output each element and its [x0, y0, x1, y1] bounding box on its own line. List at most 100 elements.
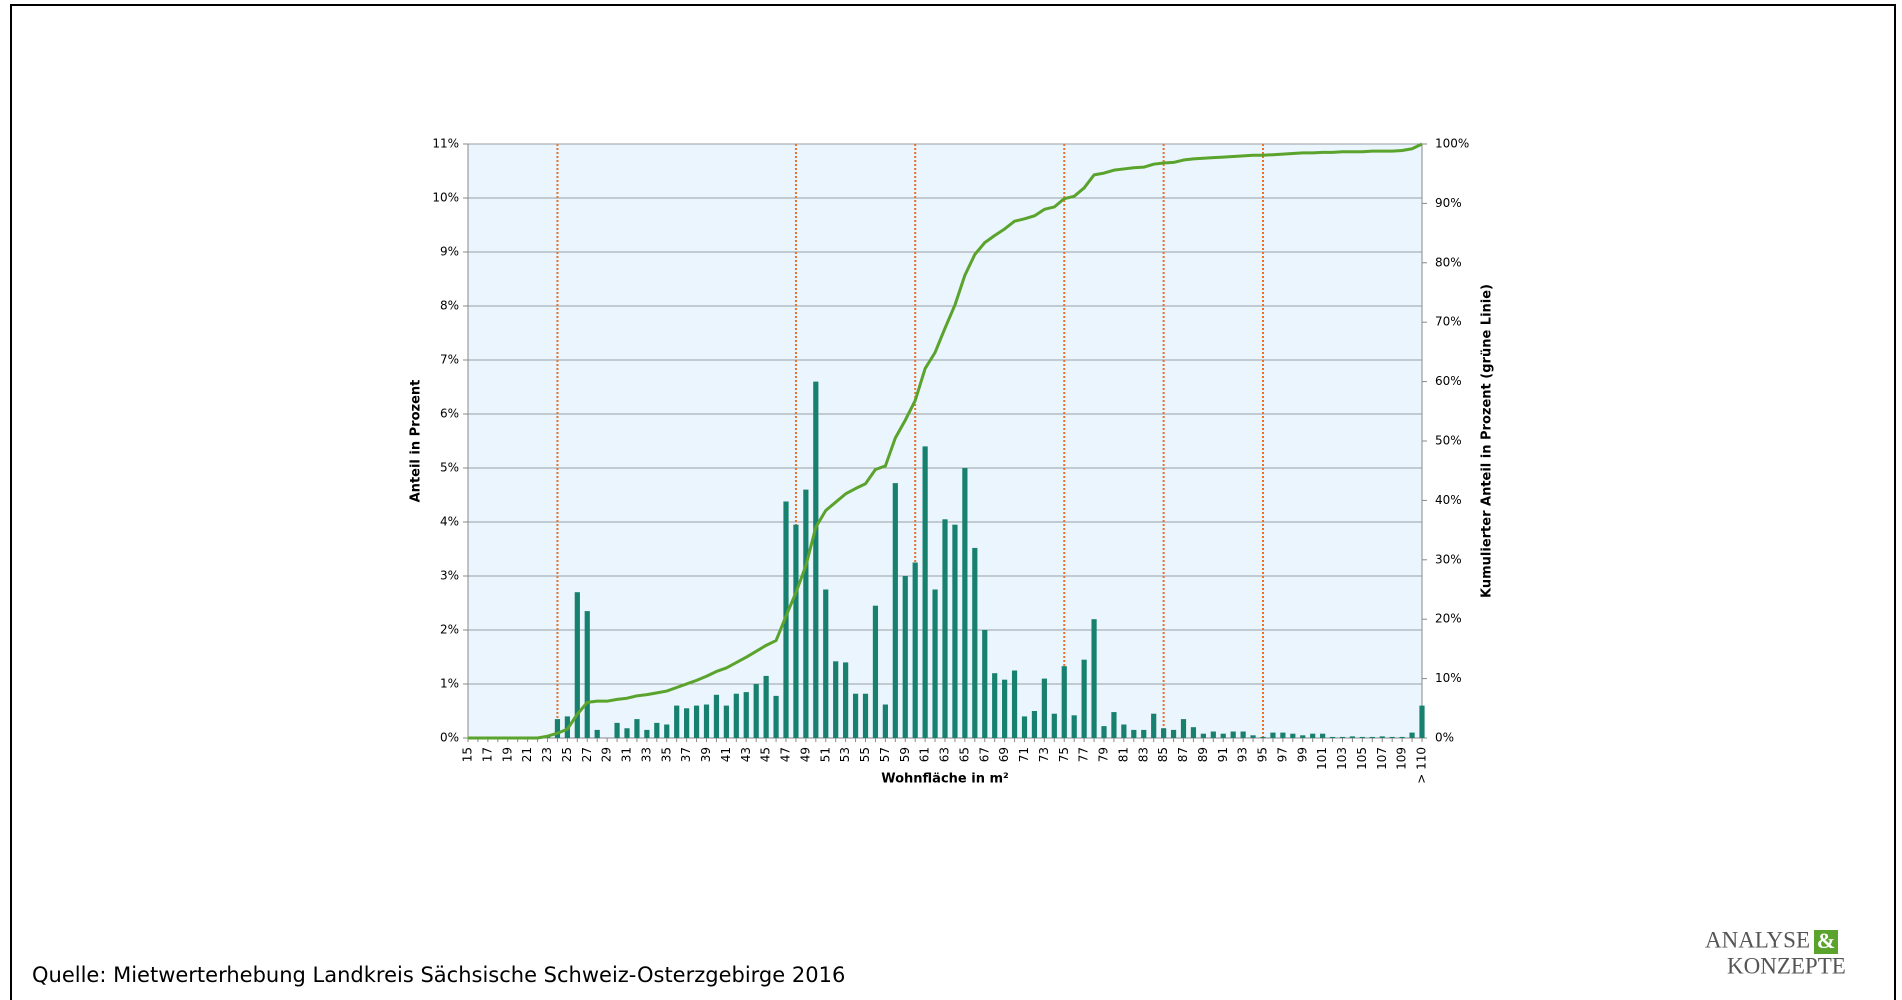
- bar: [1121, 724, 1127, 738]
- bar: [932, 589, 938, 738]
- y2-tick-label: 70%: [1435, 315, 1462, 329]
- bar: [793, 524, 799, 738]
- bar: [664, 724, 670, 738]
- x-tick-label: 81: [1116, 747, 1130, 762]
- bar: [703, 704, 710, 738]
- cumulative-line: [468, 142, 1423, 740]
- x-tick-label: 73: [1037, 747, 1051, 762]
- bar: [972, 547, 978, 738]
- bar: [902, 576, 908, 738]
- y-tick-label: 7%: [440, 353, 459, 367]
- bar: [823, 589, 829, 738]
- x-tick-label: 77: [1077, 747, 1091, 762]
- frame: [10, 4, 1896, 1000]
- bar: [644, 729, 650, 738]
- x-tick-label: 83: [1136, 747, 1150, 762]
- y-tick-label: 2%: [440, 623, 459, 637]
- bar: [1349, 736, 1356, 738]
- bar: [634, 719, 640, 738]
- bar: [1310, 733, 1316, 738]
- x-tick-label: 39: [699, 747, 713, 762]
- bar: [1061, 666, 1067, 738]
- x-axis-title: Wohnfläche in m²: [881, 772, 1009, 787]
- x-tick-label: 87: [1176, 747, 1190, 762]
- bar: [1141, 729, 1147, 738]
- bar: [1180, 719, 1187, 738]
- bar: [1320, 733, 1326, 738]
- bar: [833, 661, 839, 738]
- x-tick-label: 25: [560, 747, 574, 762]
- x-tick-label: 59: [898, 747, 912, 762]
- bar: [992, 673, 998, 738]
- x-tick-label: 33: [639, 747, 653, 762]
- bar: [1230, 731, 1236, 738]
- bar: [654, 722, 660, 738]
- bar: [1419, 705, 1425, 738]
- bar: [1399, 736, 1405, 738]
- x-tick-label: 61: [918, 747, 932, 762]
- x-tick-label: 69: [997, 747, 1011, 762]
- logo-box: [1814, 930, 1838, 954]
- bar: [962, 468, 968, 738]
- x-tick-label: 65: [957, 747, 971, 762]
- bar: [1270, 732, 1276, 738]
- x-tick-label: 79: [1097, 747, 1111, 762]
- bar: [1151, 713, 1157, 738]
- bar: [674, 705, 680, 738]
- x-tick-label: 103: [1335, 747, 1349, 770]
- bar: [803, 489, 809, 738]
- bar: [594, 729, 600, 738]
- bar: [684, 708, 690, 738]
- x-tick-label: 85: [1156, 747, 1170, 762]
- bar: [942, 519, 948, 738]
- bar: [1081, 659, 1087, 738]
- x-tick-label: 109: [1395, 747, 1409, 770]
- bar: [1091, 619, 1097, 738]
- bar: [1111, 712, 1117, 738]
- bar: [1131, 729, 1137, 738]
- bar: [743, 692, 749, 738]
- bar: [892, 483, 898, 738]
- bar: [554, 719, 561, 738]
- x-tick-label: 35: [659, 747, 673, 762]
- x-tick-label: 89: [1196, 747, 1210, 762]
- x-tick-label: 101: [1315, 747, 1329, 770]
- logo-amp: &: [1817, 928, 1835, 953]
- bar: [912, 562, 918, 738]
- bar: [733, 693, 739, 738]
- bar: [882, 704, 888, 738]
- x-tick-label: 91: [1216, 747, 1230, 762]
- bar: [1210, 731, 1216, 738]
- bar: [1409, 732, 1415, 738]
- bar: [574, 592, 580, 738]
- y-tick-label: 6%: [440, 407, 459, 421]
- y2-tick-label: 80%: [1435, 255, 1462, 269]
- y2-axis-title: Kumulierter Anteil in Prozent (grüne Lin…: [1480, 284, 1495, 598]
- bar: [1071, 715, 1077, 738]
- y-tick-label: 10%: [432, 191, 459, 205]
- y2-tick-label: 30%: [1435, 552, 1462, 566]
- x-tick-label: 31: [620, 747, 634, 762]
- x-tick-label: > 110: [1415, 747, 1429, 784]
- bar: [982, 630, 988, 738]
- bar: [862, 693, 869, 738]
- bar: [1240, 731, 1246, 738]
- y2-tick-label: 100%: [1435, 137, 1469, 151]
- y2-tick-label: 0%: [1435, 731, 1454, 745]
- x-tick-label: 95: [1256, 747, 1270, 762]
- y-tick-label: 0%: [440, 731, 459, 745]
- bar: [1170, 729, 1177, 738]
- y-tick-label: 3%: [440, 569, 459, 583]
- bar: [1101, 726, 1107, 738]
- bar: [584, 611, 590, 738]
- bar: [693, 705, 700, 738]
- x-tick-label: 15: [461, 747, 475, 762]
- bar: [1290, 733, 1296, 738]
- x-tick-label: 47: [779, 747, 793, 762]
- x-tick-label: 51: [818, 747, 832, 762]
- y2-tick-label: 50%: [1435, 434, 1462, 448]
- x-tick-label: 55: [858, 747, 872, 762]
- bar: [1220, 733, 1226, 738]
